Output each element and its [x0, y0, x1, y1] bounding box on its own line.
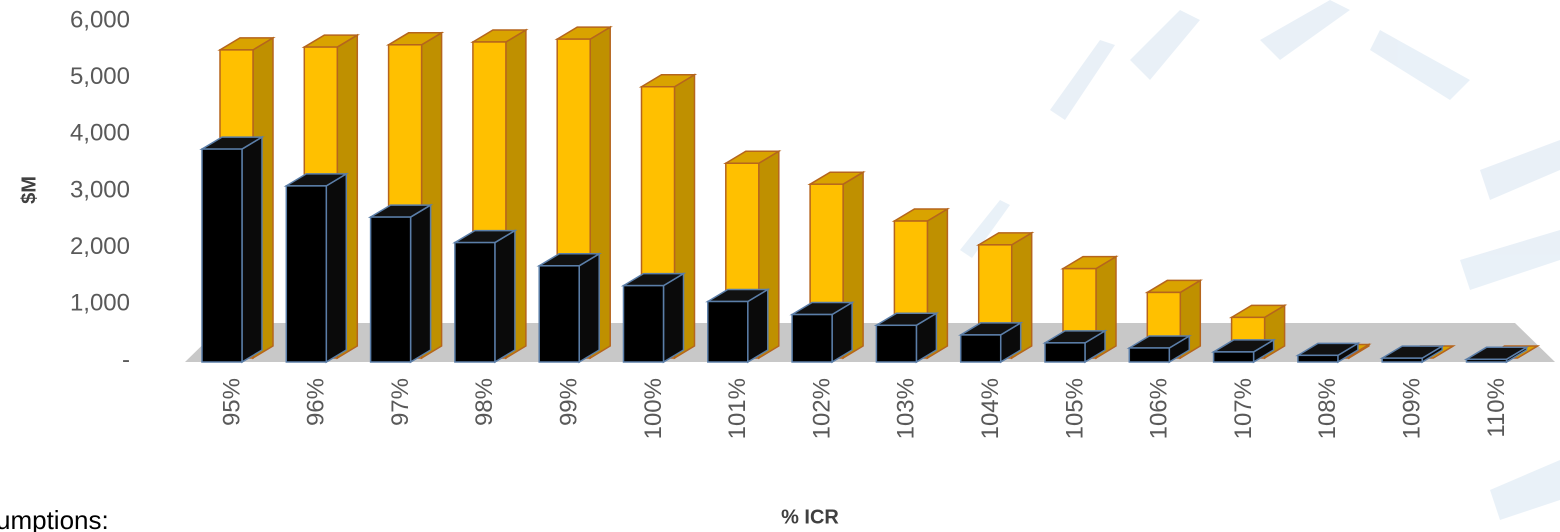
bar — [707, 300, 749, 363]
x-axis-title: % ICR — [781, 506, 839, 528]
bar-side — [578, 252, 600, 364]
x-tick-label: 104% — [977, 378, 1004, 439]
bar — [1044, 342, 1086, 363]
y-tick-label: 1,000 — [70, 290, 130, 317]
x-tick-label: 108% — [1314, 378, 1341, 439]
y-tick-label: 5,000 — [70, 63, 130, 90]
bar-side — [325, 172, 348, 364]
y-tick-label: 4,000 — [70, 120, 130, 147]
x-tick-label: 100% — [640, 378, 667, 439]
bar-side — [241, 135, 263, 364]
bar — [1297, 354, 1339, 363]
bar — [538, 265, 580, 363]
bar — [1465, 358, 1508, 363]
bar — [285, 185, 328, 363]
y-tick-label: 3,000 — [70, 176, 130, 203]
bar-side — [494, 229, 516, 364]
x-tick-label: 101% — [724, 378, 751, 439]
footer-text: umptions: — [0, 505, 109, 532]
bar — [791, 313, 833, 363]
y-tick-label: - — [122, 346, 130, 373]
x-tick-label: 99% — [556, 378, 583, 426]
x-tick-label: 95% — [218, 378, 245, 426]
bar-side — [662, 272, 685, 364]
y-axis-title: $M — [18, 176, 40, 204]
y-tick-label: 6,000 — [70, 6, 130, 33]
bar — [1212, 351, 1255, 363]
bar — [201, 148, 243, 363]
bar — [959, 334, 1002, 363]
bar — [875, 324, 918, 363]
x-tick-label: 105% — [1061, 378, 1088, 439]
x-tick-label: 103% — [893, 378, 920, 439]
x-tick-label: 98% — [471, 378, 498, 426]
x-tick-label: 110% — [1483, 378, 1510, 438]
x-tick-label: 102% — [808, 378, 835, 439]
bar — [454, 241, 496, 363]
bar — [1128, 347, 1171, 363]
y-tick-label: 2,000 — [70, 233, 130, 260]
bar-side — [409, 203, 432, 364]
x-tick-label: 96% — [303, 378, 330, 426]
bar — [1381, 357, 1423, 363]
x-tick-label: 106% — [1146, 378, 1173, 439]
x-tick-label: 97% — [387, 378, 414, 426]
bar — [622, 284, 665, 363]
x-tick-label: 107% — [1230, 378, 1257, 439]
bar — [369, 216, 412, 363]
background-streaks — [960, 0, 1560, 520]
x-tick-label: 109% — [1399, 378, 1426, 439]
